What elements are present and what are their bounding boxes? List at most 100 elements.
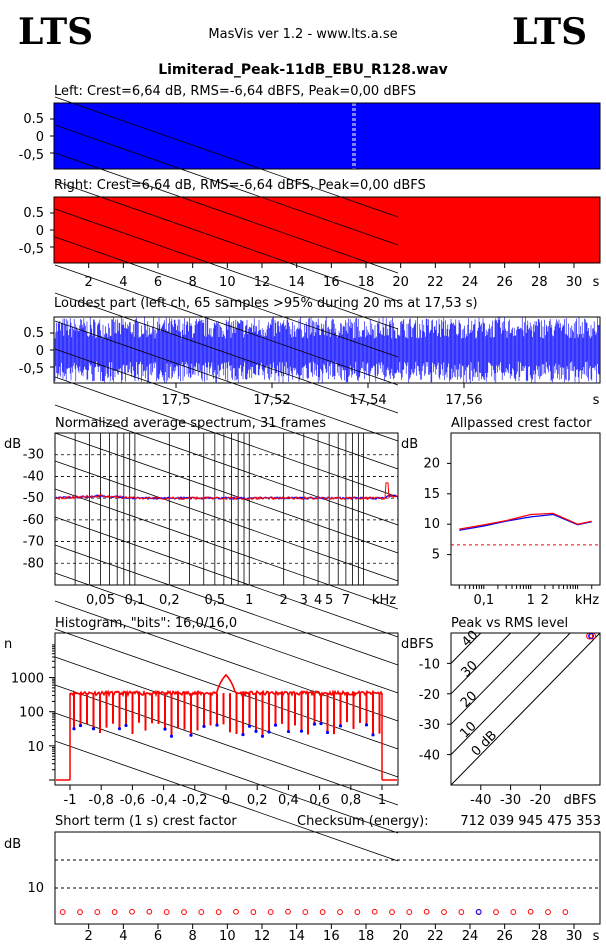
histogram-dot	[364, 723, 369, 727]
spectrum-slope	[54, 236, 399, 358]
xtick-label: 12	[254, 275, 271, 290]
histogram-dot	[202, 724, 206, 728]
spectrum-slope	[54, 544, 399, 666]
histogram-dot	[312, 722, 317, 726]
spectrum-yunit: dB	[4, 437, 21, 452]
shortterm-point	[527, 908, 534, 915]
left-waveform-fill	[54, 103, 600, 169]
histogram-xtick: 0,6	[309, 793, 330, 808]
histogram-xtick: 0,4	[278, 793, 299, 808]
loudest-trace	[54, 317, 601, 383]
spectrum-slope	[54, 180, 399, 302]
histogram-panel-title: Histogram, "bits": 16,0/16,0	[55, 616, 237, 631]
right-ytick: -0,5	[19, 242, 44, 257]
shortterm-point	[94, 909, 101, 915]
checksum-value: 712 039 945 475 353	[460, 814, 601, 829]
peakrms-yticks: -10 -20 -30 -40	[419, 657, 451, 764]
histogram-dot	[215, 723, 219, 727]
shortterm-point	[441, 909, 447, 915]
xtick-label: 10	[219, 929, 236, 944]
shortterm-point	[181, 909, 187, 915]
peakrms-frame	[450, 632, 601, 786]
spectrum-slope	[54, 124, 399, 246]
xtick-label: 6	[154, 275, 162, 290]
xtick-label: 30	[566, 275, 583, 290]
histogram-dot	[299, 729, 304, 733]
spectrum-slope	[54, 516, 399, 638]
right-xunit: s	[593, 275, 600, 290]
loudest-panel-title: Loudest part (left ch, 65 samples >95% d…	[54, 296, 478, 311]
left-ticks	[50, 118, 54, 154]
histogram-dot	[169, 734, 174, 738]
crest-yticks: 20 15 10 5	[423, 456, 451, 563]
xtick-label: 18	[358, 275, 375, 290]
spectrum-xunit: kHz	[372, 593, 396, 608]
spectrum-xtick: 5	[325, 593, 333, 608]
histogram-dot	[267, 730, 271, 734]
histogram-yticks: 1000 100 10	[11, 644, 55, 781]
xtick-label: 6	[154, 929, 162, 944]
spectrum-slope	[54, 208, 399, 330]
histogram-dot	[325, 730, 330, 735]
shortterm-ytick: 10	[27, 881, 44, 896]
right-ytick: 0	[36, 224, 44, 239]
histogram-dot	[241, 732, 245, 737]
histogram-xticks: -1 -0,8 -0,6 -0,4 -0,2 0 0,2 0,4 0,6 0,8 1	[64, 785, 386, 808]
xtick-label: 8	[189, 929, 197, 944]
histogram-xtick: -0,2	[182, 793, 207, 808]
histogram-xtick: 0,2	[247, 793, 268, 808]
histogram-dot	[163, 727, 167, 731]
shortterm-point	[250, 909, 257, 915]
crest-line-left	[459, 513, 592, 531]
shortterm-point	[389, 909, 395, 915]
xtick-label: 24	[462, 275, 479, 290]
peakrms-diagonal	[450, 632, 541, 725]
shortterm-point	[493, 909, 499, 915]
spectrum-ytick: -80	[23, 556, 44, 571]
shortterm-point	[354, 909, 361, 915]
xtick-label: 20	[392, 275, 409, 290]
spectrum-yticks: -30 -40 -50 -60 -70 -80	[23, 448, 44, 572]
loudest-yticks-lines	[50, 332, 54, 368]
shortterm-yunit: dB	[4, 837, 21, 852]
crest-ytick: 5	[432, 548, 440, 563]
shortterm-point	[129, 908, 135, 915]
xtick-label: 2	[85, 929, 93, 944]
shortterm-point	[59, 909, 66, 915]
spectrum-slope	[54, 320, 399, 442]
xtick-label: 8	[189, 275, 197, 290]
xtick-label: 4	[119, 929, 127, 944]
xtick-label: 26	[496, 929, 513, 944]
peakrms-diag-label: 40	[459, 628, 481, 650]
left-panel-title: Left: Crest=6,64 dB, RMS=-6,64 dBFS, Pea…	[54, 84, 416, 99]
peakrms-diagonal	[450, 632, 482, 664]
xtick-label: 20	[392, 929, 409, 944]
histogram-xtick: -0,6	[120, 793, 145, 808]
xtick-label: 28	[531, 275, 548, 290]
shortterm-point	[510, 909, 517, 915]
xtick-label: 12	[254, 929, 271, 944]
xtick-label: 14	[288, 275, 305, 290]
histogram-xtick: -0,8	[89, 793, 114, 808]
shortterm-point	[215, 909, 222, 915]
loudest-xtick: 17,56	[445, 393, 482, 408]
xtick-label: 14	[288, 929, 305, 944]
peakrms-xtick: -30	[500, 793, 521, 808]
left-ytick: 0.5	[23, 112, 44, 127]
right-ytick: 0.5	[23, 206, 44, 221]
crest-line-right	[459, 512, 592, 530]
peakrms-panel-title: Peak vs RMS level	[451, 616, 568, 631]
spectrum-line-right	[56, 482, 398, 501]
spectrum-xtick: 4	[314, 593, 322, 608]
loudest-ytick: -0,5	[19, 362, 44, 377]
crest-panel-title: Allpassed crest factor	[451, 416, 592, 431]
spectrum-slope	[54, 264, 399, 386]
peakrms-ytick: -10	[419, 657, 440, 672]
shortterm-point	[371, 908, 378, 915]
histogram-yunit: n	[4, 637, 12, 652]
spectrum-frame	[54, 432, 399, 586]
logo-left: LTS	[18, 11, 93, 53]
spectrum-slope	[54, 460, 399, 582]
shortterm-xunit: s	[593, 929, 600, 944]
